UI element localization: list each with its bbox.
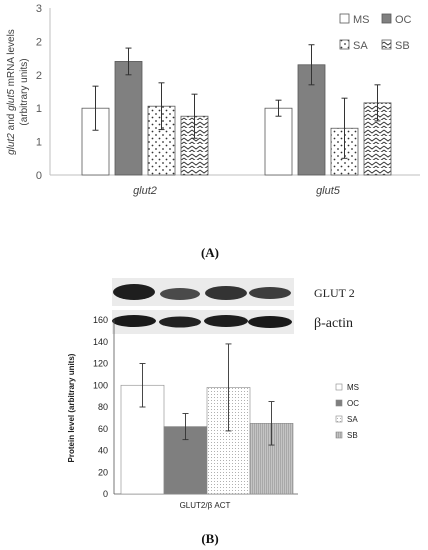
chart-b-ytick: 20 <box>98 467 108 477</box>
actin-band-ms <box>112 315 156 327</box>
chart-b-legend-label-sa: SA <box>347 415 358 424</box>
chart-a-ytick: 1 <box>36 103 42 115</box>
chart-b-legend-swatch-sb <box>335 431 343 439</box>
chart-a-legend-swatch-sa <box>339 39 350 50</box>
chart-a-bar-glut5-ms <box>264 107 293 176</box>
chart-a-legend-label-sb: SB <box>395 40 410 52</box>
chart-a-ylabel: glut2 and glut5 mRNA levels <box>6 29 17 155</box>
chart-a-legend-label-sa: SA <box>353 40 368 52</box>
actin-band-oc <box>159 316 201 328</box>
ylabel-and: and <box>6 111 17 133</box>
chart-a-legend-label-oc: OC <box>395 14 412 26</box>
chart-b-ytick: 0 <box>103 489 108 499</box>
chart-b-xlabel: GLUT2/β ACT <box>180 501 231 510</box>
chart-b-legend-swatch-sa <box>335 415 343 423</box>
chart-b-legend-label-oc: OC <box>347 399 359 408</box>
chart-b-legend-swatch-ms <box>335 383 343 391</box>
chart-a-ytick: 2 <box>36 70 42 82</box>
panel-b-label: (B) <box>201 531 218 546</box>
chart-b-ytick: 160 <box>93 315 108 325</box>
actin-band-sa <box>204 315 248 327</box>
chart-a-ytick: 1 <box>36 137 42 149</box>
chart-b-ytick: 120 <box>93 359 108 369</box>
chart-b-ytick: 60 <box>98 424 108 434</box>
chart-a-ytick: 2 <box>36 36 42 48</box>
chart-b-legend-label-sb: SB <box>347 431 358 440</box>
chart-b-ylabel: Protein level (arbitrary units) <box>67 353 76 462</box>
ylabel-glut2: glut2 <box>6 133 17 155</box>
chart-a-legend-label-ms: MS <box>353 14 370 26</box>
chart-b-legend-swatch-oc <box>335 399 343 407</box>
chart-b-ytick: 40 <box>98 446 108 456</box>
western-blot: GLUT 2 β-actin <box>112 278 355 334</box>
chart-a-legend-swatch-sb <box>381 39 392 50</box>
actin-band-sb <box>248 316 292 328</box>
chart-a-category-glut5: glut5 <box>316 185 341 197</box>
chart-a-bar-glut2-oc <box>114 61 143 176</box>
glut2-band-oc <box>160 288 200 300</box>
chart-a-legend-swatch-oc <box>381 13 392 24</box>
glut2-band-sb <box>249 287 291 299</box>
blot-label-actin: β-actin <box>314 316 353 331</box>
blot-label-glut2: GLUT 2 <box>314 286 355 300</box>
chart-b-legend-label-ms: MS <box>347 383 359 392</box>
panel-a-label: (A) <box>201 245 219 260</box>
chart-a-category-glut2: glut2 <box>133 185 157 197</box>
ylabel-mrna: mRNA levels <box>6 29 17 89</box>
chart-a-ytick: 0 <box>36 170 42 182</box>
chart-a-ylabel-units: (arbitrary units) <box>19 58 30 125</box>
chart-b-ytick: 140 <box>93 337 108 347</box>
chart-a-ytick: 3 <box>36 3 42 15</box>
chart-b-ytick: 80 <box>98 402 108 412</box>
chart-b: Protein level (arbitrary units) 0 20 40 60 8… <box>67 315 359 546</box>
ylabel-glut5: glut5 <box>6 89 17 111</box>
chart-a-legend-swatch-ms <box>339 13 350 24</box>
chart-a: glut2 and glut5 mRNA levels (arbitrary u… <box>6 3 420 260</box>
glut2-band-sa <box>205 286 247 300</box>
glut2-band-ms <box>113 284 155 300</box>
chart-b-ytick: 100 <box>93 380 108 390</box>
